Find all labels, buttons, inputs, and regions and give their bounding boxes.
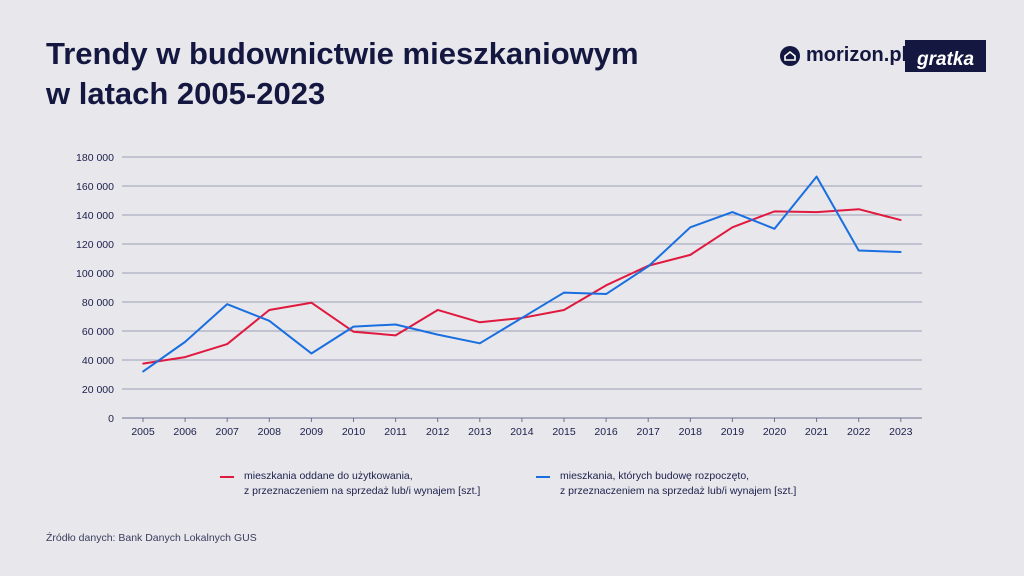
x-tick-label: 2012 [426, 426, 450, 438]
x-tick-label: 2015 [552, 426, 576, 438]
data-point-series1 [268, 309, 271, 311]
series-line-2 [142, 175, 901, 373]
chart-series [142, 175, 902, 373]
data-point-series2 [226, 303, 228, 305]
x-tick-label: 2014 [510, 426, 534, 438]
y-tick-label: 180 000 [76, 152, 114, 164]
x-tick-label: 2011 [384, 426, 407, 438]
y-tick-label: 80 000 [82, 297, 114, 309]
data-point-series2 [773, 227, 776, 230]
data-point-series1 [436, 309, 439, 311]
data-point-series2 [394, 323, 397, 326]
data-point-series2 [563, 291, 565, 294]
x-tick-label: 2016 [594, 426, 618, 438]
y-tick-label: 0 [108, 413, 114, 425]
data-point-series1 [310, 301, 313, 304]
data-point-series1 [815, 211, 818, 213]
data-point-series2 [479, 342, 481, 345]
x-tick-label: 2007 [216, 426, 240, 438]
y-tick-label: 100 000 [76, 268, 114, 280]
data-point-series2 [142, 370, 144, 373]
x-tick-label: 2006 [173, 426, 197, 438]
data-source-note: Źródło danych: Bank Danych Lokalnych GUS [46, 532, 257, 544]
morizon-logo-text: morizon.pl [806, 44, 908, 66]
data-point-series2 [605, 293, 607, 295]
data-point-series1 [773, 210, 776, 213]
y-tick-label: 160 000 [76, 181, 114, 193]
data-point-series2 [184, 341, 186, 343]
data-point-series2 [815, 175, 818, 178]
data-point-series2 [436, 333, 439, 336]
data-point-series2 [731, 211, 734, 213]
page-title: Trendy w budownictwie mieszkaniowym w la… [46, 36, 639, 111]
data-point-series1 [142, 362, 144, 365]
data-point-series1 [394, 334, 397, 337]
x-tick-label: 2009 [300, 426, 324, 438]
data-point-series1 [900, 219, 902, 221]
data-point-series1 [857, 208, 860, 210]
data-point-series1 [352, 330, 355, 333]
data-point-series1 [563, 309, 565, 311]
data-point-series1 [184, 356, 186, 358]
y-tick-label: 140 000 [76, 210, 114, 222]
x-tick-label: 2013 [468, 426, 492, 438]
x-tick-label: 2019 [721, 426, 745, 438]
x-tick-label: 2005 [131, 426, 155, 438]
morizon-logo: morizon.pl [780, 44, 907, 67]
data-point-series2 [521, 317, 523, 319]
legend-swatch-series1 [220, 476, 234, 478]
data-point-series2 [647, 265, 649, 268]
chart-axes: 0 20 000 40 000 60 000 80 000 100 000 120 000 1… [76, 152, 913, 438]
data-point-series1 [689, 254, 692, 256]
series-line-1 [142, 208, 902, 365]
x-tick-label: 2023 [889, 426, 913, 438]
x-tick-label: 2022 [847, 426, 871, 438]
legend-label-series2: mieszkania, których budowę rozpoczęto, z… [560, 470, 797, 497]
x-tick-label: 2018 [679, 426, 703, 438]
data-point-series2 [268, 320, 271, 322]
data-point-series1 [226, 343, 228, 345]
data-point-series1 [605, 284, 607, 287]
data-point-series2 [689, 226, 692, 229]
gratka-logo-text: gratka [916, 49, 975, 70]
data-point-series2 [310, 352, 313, 355]
y-tick-label: 40 000 [82, 355, 114, 367]
data-point-series2 [857, 249, 860, 252]
legend-label-series1: mieszkania oddane do użytkowania, z prze… [244, 470, 481, 497]
legend-item-series2: mieszkania, których budowę rozpoczęto, z… [536, 469, 796, 499]
x-tick-label: 2021 [805, 426, 829, 438]
data-point-series2 [900, 251, 902, 253]
legend-swatch-series2 [536, 476, 550, 478]
y-tick-label: 60 000 [82, 326, 114, 338]
x-tick-label: 2008 [258, 426, 282, 438]
house-icon [780, 45, 800, 66]
y-tick-label: 20 000 [82, 384, 114, 396]
data-point-series1 [731, 226, 734, 229]
data-point-series1 [479, 321, 481, 324]
x-tick-label: 2020 [763, 426, 787, 438]
x-tick-label: 2017 [637, 426, 661, 438]
x-tick-label: 2010 [342, 426, 366, 438]
legend-item-series1: mieszkania oddane do użytkowania, z prze… [220, 469, 480, 499]
data-point-series2 [352, 325, 355, 328]
y-tick-label: 120 000 [76, 239, 114, 251]
gratka-logo: gratka [905, 40, 986, 72]
